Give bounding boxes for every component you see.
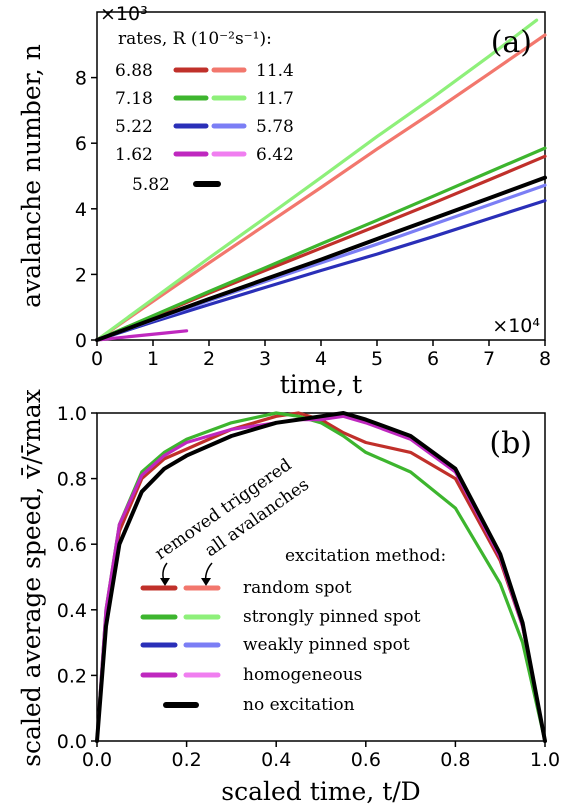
panel-b-x-tick-label: 0.0: [82, 749, 112, 771]
panel-a-x-tick-label: 0: [91, 348, 103, 370]
panel-a-x-tick-label: 6: [427, 348, 439, 370]
legend-b-label-no-excitation: no excitation: [243, 695, 355, 715]
panel-b-x-tick-label: 0.2: [171, 749, 201, 771]
panel-a-x-multiplier: ×10⁴: [492, 315, 540, 337]
panel-a-legend: rates, R (10⁻²s⁻¹): 6.88 11.4 7.18 11.7 …: [115, 29, 294, 195]
panel-b-y-tick-label: 0.4: [57, 600, 87, 622]
panel-b-y-tick-label: 0.0: [57, 731, 87, 753]
panel-b-legend: excitation method: random spot strongly …: [140, 546, 446, 715]
panel-a-x-tick-label: 1: [147, 348, 159, 370]
legend-a-label-5-78: 5.78: [256, 117, 294, 137]
panel-a-x-tick-label: 4: [315, 348, 327, 370]
panel-a-x-tick-label: 7: [483, 348, 495, 370]
legend-a-label-11-4: 11.4: [256, 61, 294, 81]
panel-a-series-1-62: [95, 329, 189, 342]
legend-a-label-1-62: 1.62: [115, 145, 153, 165]
panel-a-series-11-4: [95, 33, 547, 342]
legend-a-label-6-42: 6.42: [256, 145, 294, 165]
panel-a-y-tick-label: 6: [75, 133, 87, 155]
panel-a-y-axis-label: avalanche number, n: [17, 44, 46, 308]
panel-a-x-tick-label: 8: [539, 348, 551, 370]
panel-a-series-5-82: [95, 175, 547, 342]
legend-a-label-11-7: 11.7: [256, 89, 294, 109]
panel-a-y-tick-label: 8: [75, 68, 87, 90]
panel-a-legend-title: rates, R (10⁻²s⁻¹):: [118, 29, 272, 49]
panel-a-y-tick-label: 2: [75, 264, 87, 286]
panel-a-chart: 0 1 2 3 4 5 6 7 8 0 2 4 6 8 time, t avalanche number…: [17, 3, 551, 399]
panel-b-legend-title: excitation method:: [285, 546, 446, 566]
panel-a-x-tick-label: 3: [259, 348, 271, 370]
legend-b-label-weakly-pinned: weakly pinned spot: [243, 635, 410, 655]
panel-a-x-tick-label: 5: [371, 348, 383, 370]
panel-b-x-ticks: 0.0 0.2 0.4 0.6 0.8 1.0: [82, 741, 560, 771]
panel-b-x-tick-label: 0.4: [261, 749, 291, 771]
legend-a-label-6-88: 6.88: [115, 61, 153, 81]
legend-a-label-5-22: 5.22: [115, 117, 153, 137]
panel-b-y-tick-label: 0.6: [57, 534, 87, 556]
panel-b-y-axis-label: scaled average speed, v̄/v̄max: [17, 389, 46, 767]
panel-b-series-random-spot: [95, 411, 547, 743]
panel-b-y-tick-label: 0.2: [57, 665, 87, 687]
panel-b-series-lines: [95, 411, 547, 743]
panel-a-series-5-22: [95, 199, 547, 342]
annotation-arrowhead-all: [201, 578, 211, 586]
panel-a-y-tick-label: 4: [75, 199, 87, 221]
annotation-arrowhead-removed: [160, 578, 170, 586]
panel-a-y-tick-label: 0: [75, 330, 87, 352]
legend-a-label-5-82: 5.82: [132, 175, 170, 195]
panel-b-x-tick-label: 0.8: [440, 749, 470, 771]
legend-b-label-strongly-pinned: strongly pinned spot: [243, 607, 421, 627]
panel-a-x-tick-label: 2: [203, 348, 215, 370]
panel-b-series-strongly-pinned-spot: [95, 411, 547, 743]
panel-b-chart: 0.0 0.2 0.4 0.6 0.8 1.0 0.0 0.2 0.4 0.6 0.8 1.0 sc…: [17, 389, 560, 806]
panel-a-x-ticks: 0 1 2 3 4 5 6 7 8: [91, 340, 551, 370]
legend-b-label-homogeneous: homogeneous: [243, 665, 362, 685]
panel-b-y-ticks: 0.0 0.2 0.4 0.6 0.8 1.0: [57, 403, 97, 753]
legend-b-label-random-spot: random spot: [243, 578, 352, 598]
panel-a-series-lines: [95, 18, 547, 342]
panel-b-x-tick-label: 1.0: [530, 749, 560, 771]
panel-a-y-ticks: 0 2 4 6 8: [75, 68, 97, 352]
legend-a-label-7-18: 7.18: [115, 89, 153, 109]
panel-b-x-axis-label: scaled time, t/D: [221, 777, 420, 806]
panel-b-series-no-excitation: [95, 411, 547, 743]
panel-b-y-tick-label: 0.8: [57, 469, 87, 491]
panel-b-plot-frame: [96, 412, 546, 742]
panel-a-series-7-18: [95, 146, 547, 342]
panel-b-x-tick-label: 0.6: [351, 749, 381, 771]
panel-a-x-axis-label: time, t: [280, 370, 362, 399]
panel-a-series-11-7: [95, 18, 539, 342]
panel-a-label: (a): [491, 25, 532, 60]
panel-b-y-tick-label: 1.0: [57, 403, 87, 425]
panel-a-y-multiplier: ×10³: [100, 3, 148, 25]
panel-b-label: (b): [489, 426, 532, 461]
